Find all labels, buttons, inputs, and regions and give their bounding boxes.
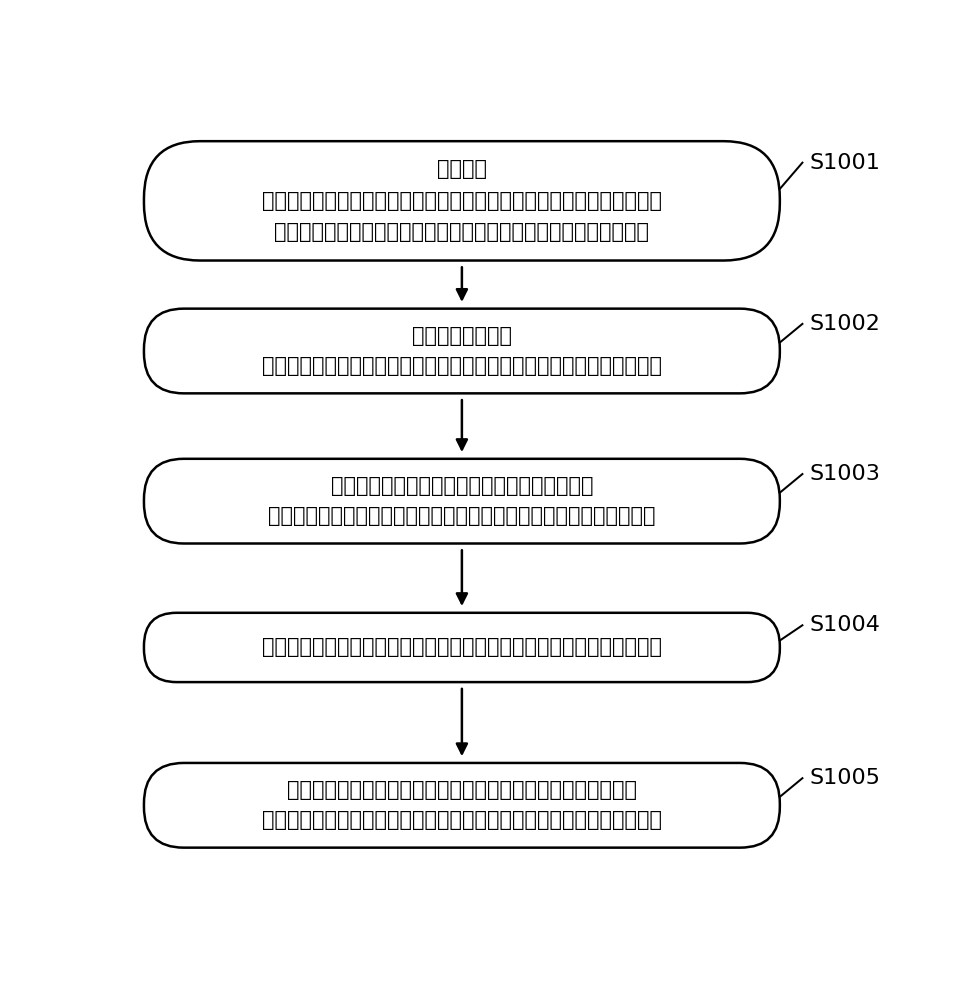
Text: 当前取水指令与上一取水指令之间的时间间隔；当前取水指令与当前时间: 当前取水指令与上一取水指令之间的时间间隔；当前取水指令与当前时间 [262, 191, 662, 211]
Text: S1003: S1003 [810, 464, 881, 484]
Text: 响应当前取水指令的情况下，获取当前时间间隔；当前时间间隔表征: 响应当前取水指令的情况下，获取当前时间间隔；当前时间间隔表征 [275, 222, 650, 242]
Text: 间节点与监测结束时间节点之间的时间间隔为第一预设等待间隔: 间节点与监测结束时间节点之间的时间间隔为第一预设等待间隔 [286, 780, 637, 800]
FancyBboxPatch shape [144, 141, 780, 261]
Text: S1004: S1004 [810, 615, 881, 635]
Text: 节点对应: 节点对应 [437, 159, 486, 179]
FancyBboxPatch shape [144, 459, 780, 544]
Text: 在到达降噪起始时间节点的情况下，对净水机进行降噪控制；降噪起始时: 在到达降噪起始时间节点的情况下，对净水机进行降噪控制；降噪起始时 [262, 810, 662, 830]
FancyBboxPatch shape [144, 309, 780, 393]
Text: 后，在第一预设监测周期内响应取水指令的次数: 后，在第一预设监测周期内响应取水指令的次数 [331, 476, 593, 496]
Text: 在当前时间间隔大于第一预设休眠间隔的情况下，将当前时间节点确定为: 在当前时间间隔大于第一预设休眠间隔的情况下，将当前时间节点确定为 [262, 356, 662, 376]
Text: 在第一目标取水频率大于第一预设频率的情况下，确定监测结束时间节点: 在第一目标取水频率大于第一预设频率的情况下，确定监测结束时间节点 [262, 637, 662, 657]
FancyBboxPatch shape [144, 613, 780, 682]
Text: 监测第一目标取水频率；第一目标取水频率表征在监测起始时间节点之: 监测第一目标取水频率；第一目标取水频率表征在监测起始时间节点之 [268, 506, 655, 526]
Text: 监测起始时间节点: 监测起始时间节点 [412, 326, 512, 346]
Text: S1002: S1002 [810, 314, 881, 334]
Text: S1005: S1005 [810, 768, 881, 788]
Text: S1001: S1001 [810, 153, 881, 173]
FancyBboxPatch shape [144, 763, 780, 848]
